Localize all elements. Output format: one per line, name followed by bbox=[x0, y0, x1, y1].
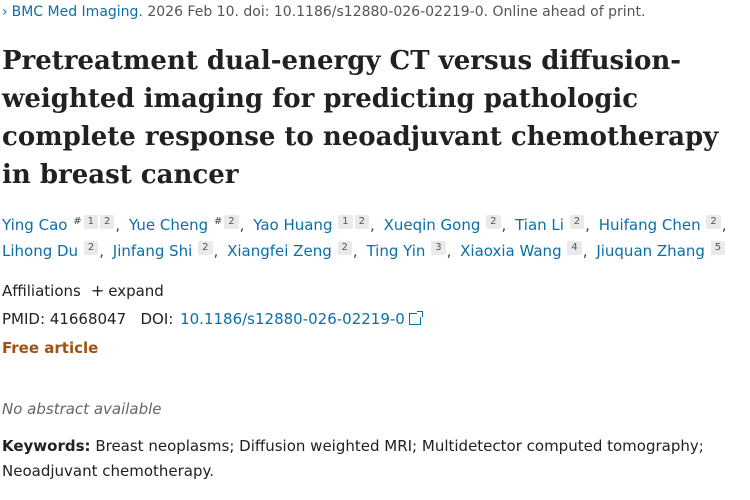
author-name[interactable]: Xiaoxia Wang bbox=[460, 242, 562, 260]
author-name[interactable]: Xueqin Gong bbox=[383, 216, 481, 234]
affiliation-number[interactable]: 2 bbox=[706, 215, 721, 229]
author-name[interactable]: Jiuquan Zhang bbox=[596, 242, 705, 260]
author-item: Jiuquan Zhang 5 bbox=[596, 241, 726, 260]
author-separator: , bbox=[99, 242, 104, 260]
author-name[interactable]: Ting Yin bbox=[366, 242, 426, 260]
author-item: Xiaoxia Wang 4, bbox=[460, 241, 591, 260]
plus-icon[interactable]: + bbox=[90, 281, 105, 300]
pmid-label: PMID: bbox=[2, 310, 46, 328]
author-item: Yue Cheng #2, bbox=[128, 215, 249, 234]
author-item: Ying Cao #1 2, bbox=[2, 215, 124, 234]
citation-line: › BMC Med Imaging. 2026 Feb 10. doi: 10.1… bbox=[2, 4, 645, 20]
author-name[interactable]: Huifang Chen bbox=[598, 216, 701, 234]
keywords-text: Breast neoplasms; Diffusion weighted MRI… bbox=[2, 437, 704, 480]
author-name[interactable]: Xiangfei Zeng bbox=[227, 242, 332, 260]
affiliation-number[interactable]: 2 bbox=[99, 215, 115, 229]
affiliation-number[interactable]: 2 bbox=[198, 241, 213, 255]
author-name[interactable]: Yao Huang bbox=[253, 216, 333, 234]
author-item: Ting Yin 3, bbox=[366, 241, 455, 260]
author-separator: , bbox=[501, 216, 507, 234]
affiliation-number[interactable]: 1 bbox=[338, 215, 353, 229]
author-separator: , bbox=[213, 242, 219, 260]
author-item: Tian Li 2, bbox=[515, 215, 594, 234]
author-separator: , bbox=[370, 216, 375, 234]
author-item: Lihong Du 2, bbox=[2, 241, 108, 260]
affiliation-number[interactable]: 1 bbox=[83, 215, 98, 229]
affiliation-number[interactable]: 2 bbox=[224, 215, 239, 229]
affiliation-number[interactable]: 2 bbox=[354, 215, 369, 229]
author-name[interactable]: Jinfang Shi bbox=[112, 242, 193, 260]
affiliation-number[interactable]: 5 bbox=[710, 241, 726, 255]
external-link-icon[interactable] bbox=[408, 311, 423, 325]
author-separator: , bbox=[585, 216, 590, 234]
author-separator: , bbox=[115, 216, 121, 234]
citation-details: 2026 Feb 10. doi: 10.1186/s12880-026-022… bbox=[142, 4, 646, 20]
author-separator: , bbox=[352, 242, 358, 260]
author-separator: , bbox=[582, 242, 588, 260]
author-item: Xueqin Gong 2, bbox=[383, 215, 511, 234]
keywords-label: Keywords: bbox=[2, 437, 91, 455]
author-item: Huifang Chen 2, bbox=[598, 215, 731, 234]
affiliations: Affiliations + expand bbox=[2, 281, 164, 300]
no-abstract-note: No abstract available bbox=[2, 400, 162, 418]
doi-label: DOI: bbox=[140, 310, 174, 328]
author-name[interactable]: Ying Cao bbox=[2, 216, 68, 234]
author-item: Xiangfei Zeng 2, bbox=[227, 241, 362, 260]
journal-link[interactable]: BMC Med Imaging. bbox=[11, 4, 143, 20]
free-article-badge: Free article bbox=[2, 339, 99, 357]
chevron-right-icon: › bbox=[2, 4, 8, 20]
identifiers: PMID: 41668047 DOI: 10.1186/s12880-026-0… bbox=[2, 310, 423, 328]
affiliation-number[interactable]: 2 bbox=[569, 215, 585, 229]
expand-toggle[interactable]: expand bbox=[108, 282, 164, 300]
affiliation-number[interactable]: 2 bbox=[486, 215, 501, 229]
affiliation-number[interactable]: 2 bbox=[337, 241, 352, 255]
affiliation-number[interactable]: 4 bbox=[567, 241, 582, 255]
article-title: Pretreatment dual-energy CT versus diffu… bbox=[2, 46, 719, 190]
affiliation-number[interactable]: 2 bbox=[83, 241, 99, 255]
author-name[interactable]: Tian Li bbox=[515, 216, 564, 234]
author-name[interactable]: Lihong Du bbox=[2, 242, 79, 260]
affiliation-number[interactable]: 3 bbox=[431, 241, 446, 255]
affiliations-label: Affiliations bbox=[2, 282, 81, 300]
author-separator: , bbox=[446, 242, 452, 260]
keywords: Keywords: Breast neoplasms; Diffusion we… bbox=[2, 434, 742, 484]
author-item: Jinfang Shi 2, bbox=[112, 241, 223, 260]
author-separator: , bbox=[239, 216, 245, 234]
author-name[interactable]: Yue Cheng bbox=[128, 216, 209, 234]
doi-link[interactable]: 10.1186/s12880-026-02219-0 bbox=[180, 310, 405, 328]
equal-contribution-mark: # bbox=[213, 216, 223, 227]
equal-contribution-mark: # bbox=[73, 216, 82, 227]
author-separator: , bbox=[721, 216, 727, 234]
pmid-value: 41668047 bbox=[49, 310, 127, 328]
